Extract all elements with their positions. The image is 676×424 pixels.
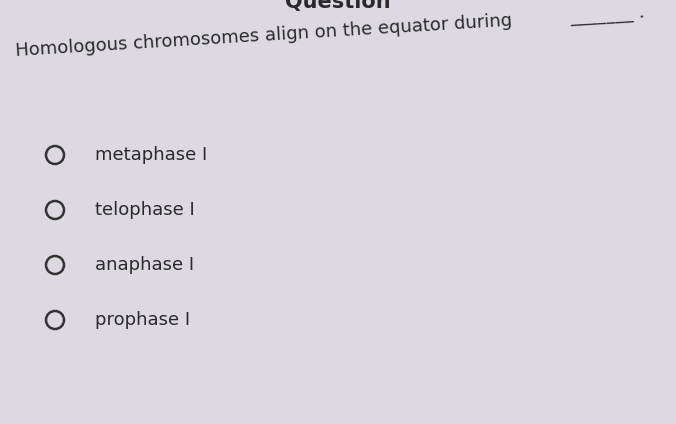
Text: Question: Question [285, 0, 391, 12]
Text: anaphase I: anaphase I [95, 256, 194, 274]
Text: prophase I: prophase I [95, 311, 190, 329]
Text: telophase I: telophase I [95, 201, 195, 219]
Text: _______ .: _______ . [569, 3, 646, 26]
Text: Homologous chromosomes align on the equator during: Homologous chromosomes align on the equa… [15, 11, 513, 60]
Text: metaphase I: metaphase I [95, 146, 208, 164]
